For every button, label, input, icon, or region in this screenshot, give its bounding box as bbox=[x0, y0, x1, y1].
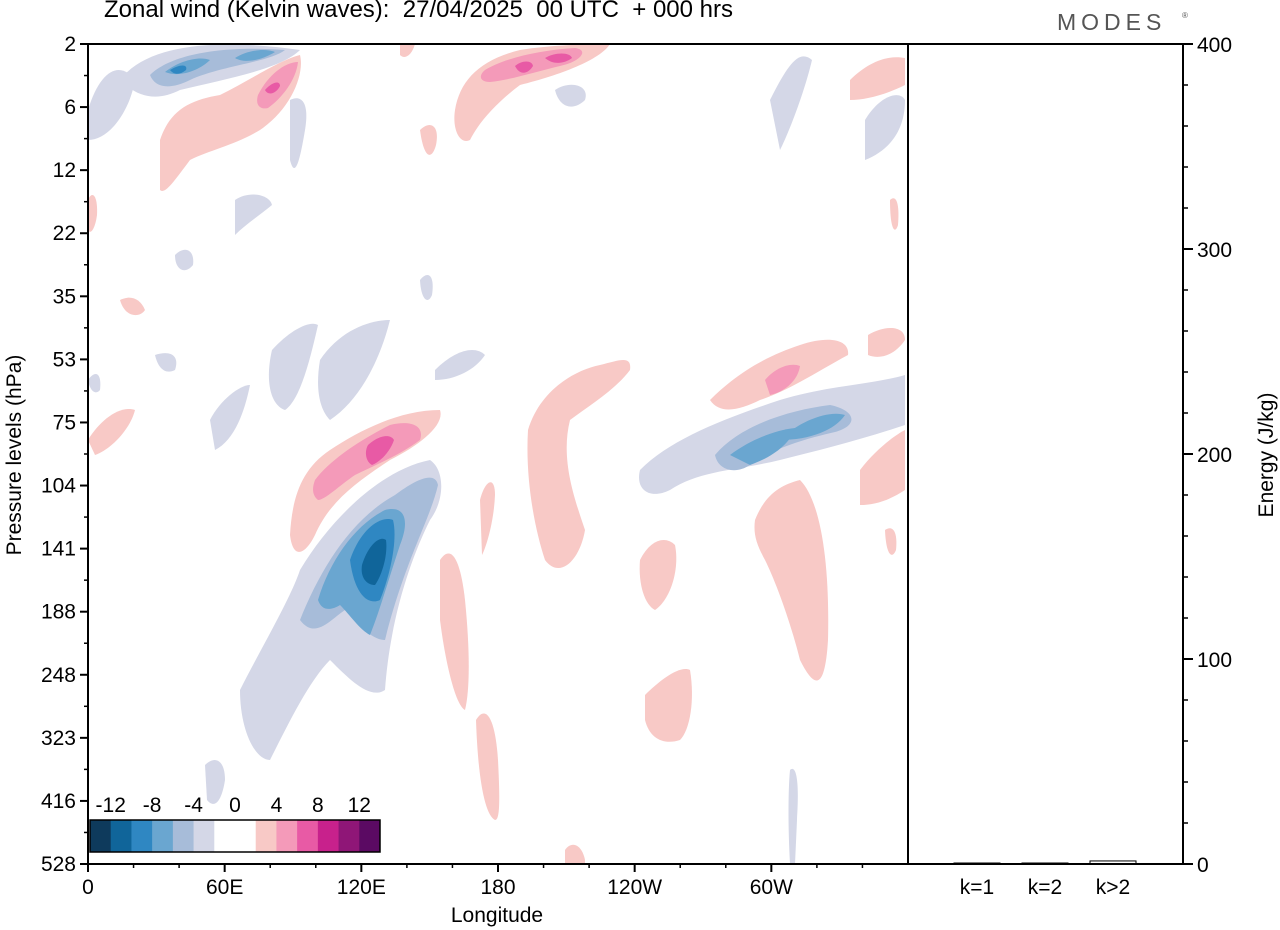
colorbar-swatch bbox=[317, 820, 340, 852]
wind-field bbox=[88, 44, 905, 864]
y-tick-label: 2 bbox=[64, 33, 76, 56]
y-tick-label: 53 bbox=[53, 348, 76, 371]
y-tick-label: 6 bbox=[64, 96, 76, 119]
colorbar-label: -8 bbox=[143, 794, 162, 817]
y-tick-label: 323 bbox=[41, 727, 76, 750]
energy-bar bbox=[953, 862, 1001, 865]
y-tick-label: 12 bbox=[53, 159, 76, 182]
energy-tick-label: 100 bbox=[1197, 649, 1232, 672]
colorbar-swatch bbox=[193, 820, 215, 852]
colorbar-swatch bbox=[276, 820, 298, 852]
colorbar-label: 4 bbox=[271, 794, 283, 817]
brand-registered-mark: ® bbox=[1182, 11, 1188, 20]
energy-category-label: k=2 bbox=[1028, 876, 1062, 899]
x-tick-label: 0 bbox=[82, 876, 94, 899]
x-tick-label: 120W bbox=[607, 876, 662, 899]
x-tick-label: 180 bbox=[480, 876, 515, 899]
y-tick-label: 528 bbox=[41, 853, 76, 876]
y-tick-label: 104 bbox=[41, 475, 76, 498]
energy-category-labels: k=1 k=2 k>2 bbox=[960, 876, 1130, 899]
energy-tick-label: 300 bbox=[1197, 239, 1232, 262]
colorbar-swatch bbox=[255, 820, 277, 852]
colorbar-swatch bbox=[297, 820, 319, 852]
energy-bar bbox=[1021, 862, 1069, 865]
colorbar-swatch bbox=[214, 820, 236, 852]
colorbar-label: 0 bbox=[229, 794, 241, 817]
energy-tick-label: 400 bbox=[1197, 34, 1232, 57]
colorbar-swatch bbox=[152, 820, 174, 852]
x-axis-label: Longitude bbox=[451, 904, 543, 927]
brand-logo: MODES bbox=[1057, 9, 1167, 35]
colorbar-label: 8 bbox=[312, 794, 324, 817]
y-axis: 2 6 12 22 35 53 75 104 141 188 248 323 416 528 bbox=[41, 33, 88, 876]
energy-axis: 0 100 200 300 400 bbox=[1183, 34, 1232, 877]
y-tick-label: 188 bbox=[41, 601, 76, 624]
energy-bar bbox=[1089, 860, 1137, 865]
colorbar-swatch bbox=[172, 820, 195, 852]
colorbar-label: -12 bbox=[96, 794, 126, 817]
colorbar-frame bbox=[89, 819, 381, 853]
x-tick-label: 60E bbox=[206, 876, 243, 899]
energy-axis-label: Energy (J/kg) bbox=[1255, 393, 1278, 518]
y-tick-label: 35 bbox=[53, 285, 76, 308]
y-axis-label: Pressure levels (hPa) bbox=[3, 355, 26, 556]
colorbar-label: 12 bbox=[348, 794, 371, 817]
energy-tick-label: 200 bbox=[1197, 444, 1232, 467]
x-tick-label: 120E bbox=[337, 876, 386, 899]
y-tick-label: 416 bbox=[41, 790, 76, 813]
energy-category-label: k=1 bbox=[960, 876, 994, 899]
y-tick-label: 75 bbox=[53, 411, 76, 434]
chart-title: Zonal wind (Kelvin waves): 27/04/2025 00… bbox=[104, 0, 733, 23]
x-tick-label: 60W bbox=[750, 876, 793, 899]
colorbar-swatch bbox=[90, 820, 112, 852]
colorbar-swatch bbox=[131, 820, 153, 852]
energy-tick-label: 0 bbox=[1197, 854, 1209, 877]
x-axis: 0 60E 120E 180 120W 60W bbox=[82, 864, 864, 899]
colorbar: -12 -8 -4 0 4 8 12 bbox=[89, 794, 381, 853]
y-tick-label: 22 bbox=[53, 222, 76, 245]
y-tick-label: 141 bbox=[41, 538, 76, 561]
colorbar-swatch bbox=[110, 820, 132, 852]
energy-category-label: k>2 bbox=[1096, 876, 1130, 899]
colorbar-swatch bbox=[359, 820, 381, 852]
y-tick-label: 248 bbox=[41, 664, 76, 687]
colorbar-label: -4 bbox=[184, 794, 203, 817]
energy-bars bbox=[953, 860, 1137, 865]
colorbar-swatch bbox=[235, 820, 257, 852]
colorbar-swatch bbox=[338, 820, 360, 852]
